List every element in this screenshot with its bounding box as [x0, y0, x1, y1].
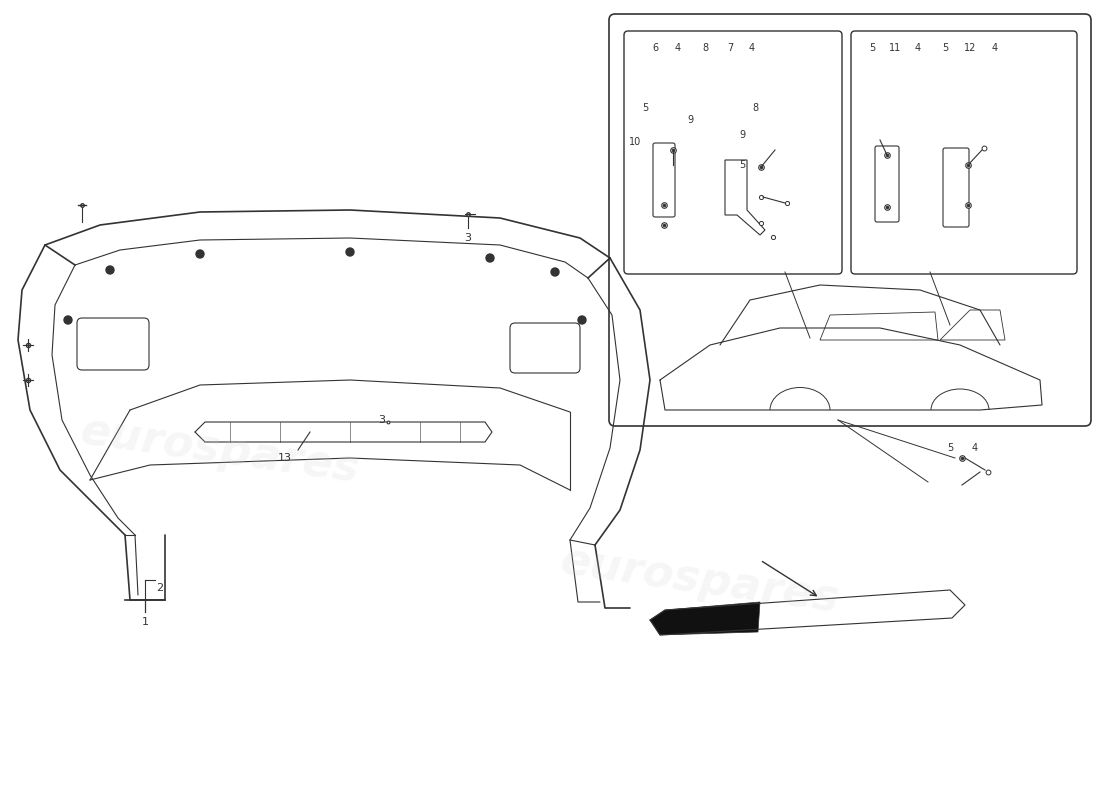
Text: 2: 2 [156, 583, 164, 593]
Polygon shape [940, 310, 1005, 340]
Text: 11: 11 [889, 43, 901, 53]
Text: 4: 4 [749, 43, 755, 53]
Circle shape [486, 254, 494, 262]
Text: 4: 4 [992, 43, 998, 53]
Circle shape [578, 316, 586, 324]
Text: 4: 4 [675, 43, 681, 53]
Circle shape [551, 268, 559, 276]
Text: 8: 8 [752, 103, 758, 113]
Text: 5: 5 [739, 160, 745, 170]
Text: 7: 7 [727, 43, 733, 53]
FancyBboxPatch shape [624, 31, 842, 274]
Circle shape [64, 316, 72, 324]
Circle shape [346, 248, 354, 256]
Text: 10: 10 [629, 137, 641, 147]
Text: 3: 3 [378, 415, 385, 425]
FancyBboxPatch shape [851, 31, 1077, 274]
FancyBboxPatch shape [943, 148, 969, 227]
Circle shape [106, 266, 114, 274]
Text: 4: 4 [972, 443, 978, 453]
Text: 1: 1 [142, 617, 148, 627]
Polygon shape [820, 312, 938, 340]
FancyBboxPatch shape [609, 14, 1091, 426]
Text: 5: 5 [942, 43, 948, 53]
FancyBboxPatch shape [874, 146, 899, 222]
Text: 13: 13 [278, 453, 292, 463]
Text: eurospares: eurospares [78, 409, 362, 491]
Text: 8: 8 [702, 43, 708, 53]
Text: 4: 4 [915, 43, 921, 53]
Text: 9: 9 [739, 130, 745, 140]
Text: 12: 12 [964, 43, 976, 53]
Circle shape [196, 250, 204, 258]
Text: 5: 5 [642, 103, 648, 113]
Text: 6: 6 [652, 43, 658, 53]
Text: 3: 3 [464, 233, 472, 243]
Text: 5: 5 [869, 43, 876, 53]
Text: eurospares: eurospares [558, 539, 843, 621]
FancyBboxPatch shape [653, 143, 675, 217]
Text: 9: 9 [686, 115, 693, 125]
Polygon shape [650, 602, 760, 635]
Polygon shape [725, 160, 764, 235]
Text: 5: 5 [947, 443, 953, 453]
